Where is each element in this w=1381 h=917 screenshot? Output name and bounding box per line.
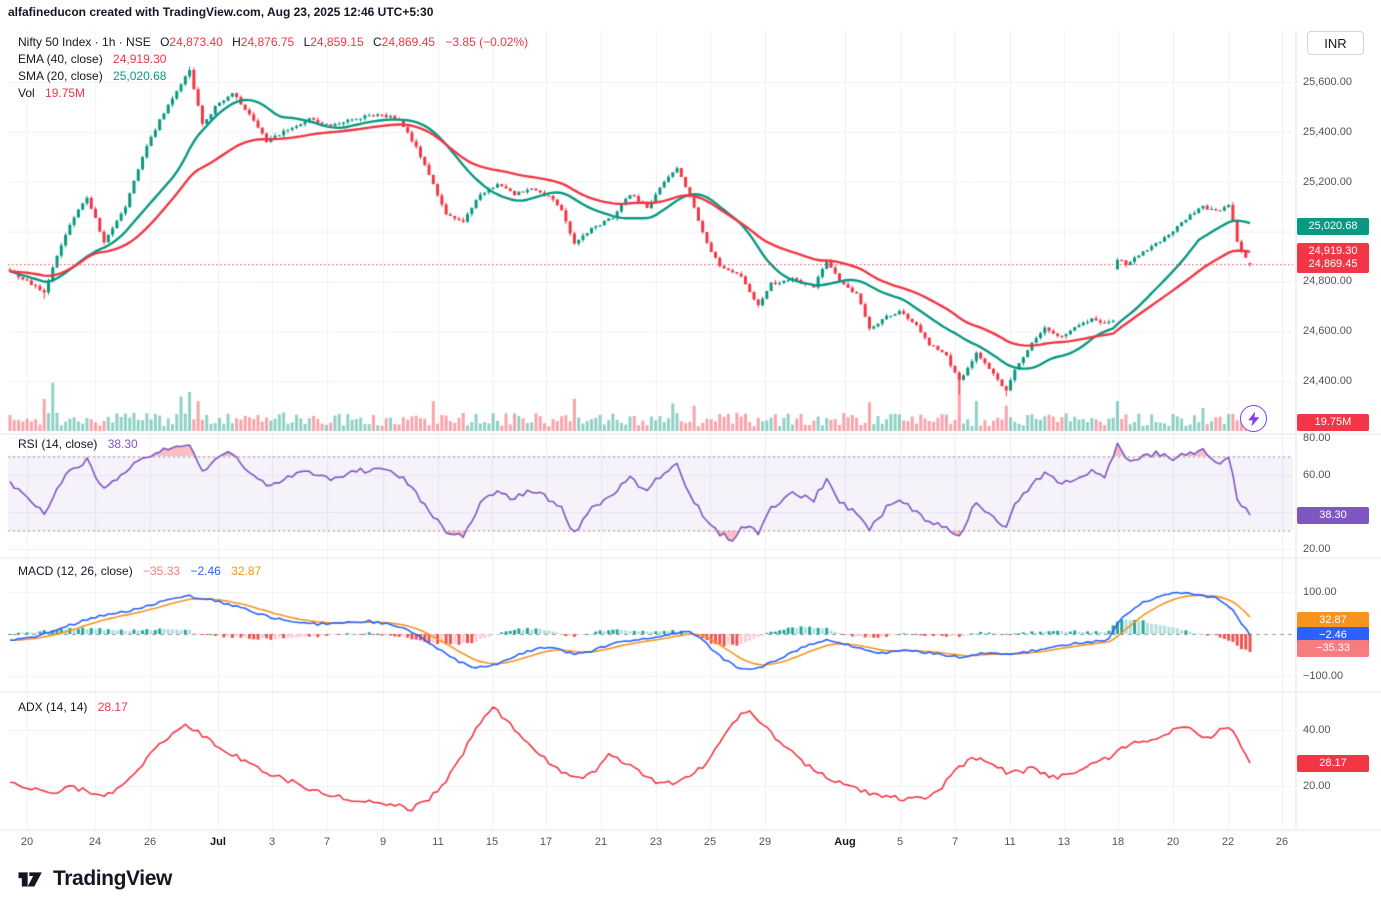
rsi-axis-label: 60.00: [1303, 469, 1331, 481]
time-axis-label: 11: [432, 836, 444, 848]
time-axis-label: 13: [1057, 836, 1071, 848]
adx-badge: 28.17: [1297, 754, 1369, 772]
price-axis-label: 24,600.00: [1303, 325, 1352, 338]
time-axis-label: 9: [379, 836, 387, 848]
macd-badge: −35.33: [1297, 640, 1369, 658]
rsi-legend[interactable]: RSI (14, close) 38.30: [18, 436, 138, 453]
rsi-badge: 38.30: [1297, 506, 1369, 524]
sma-label: SMA (20, close): [18, 69, 103, 83]
currency-button[interactable]: INR: [1307, 31, 1364, 55]
macd-legend[interactable]: MACD (12, 26, close) −35.33 −2.46 32.87: [18, 563, 261, 580]
macd-badge: 32.87: [1297, 611, 1369, 629]
ohlc-high-value: 24,876.75: [240, 35, 295, 49]
volume-legend-row[interactable]: Vol 19.75M: [18, 85, 528, 102]
sma-legend-row[interactable]: SMA (20, close) 25,020.68: [18, 68, 528, 85]
adx-axis-label: 40.00: [1303, 724, 1331, 736]
time-axis-label: 21: [594, 836, 608, 848]
price-axis-label: 24,800.00: [1303, 275, 1352, 288]
time-axis-label: 7: [951, 836, 959, 848]
time-axis-label: 26: [143, 836, 157, 848]
sma-value: 25,020.68: [113, 69, 167, 83]
time-axis-label: 17: [539, 836, 553, 848]
symbol-title: Nifty 50 Index · 1h · NSE: [18, 35, 151, 49]
ema-label: EMA (40, close): [18, 52, 103, 66]
volume-value: 19.75M: [45, 86, 86, 100]
macd-line-value: −2.46: [190, 564, 221, 578]
time-axis-label: 7: [323, 836, 331, 848]
time-axis-label: Jul: [210, 836, 226, 848]
volume-badge: 19.75M: [1297, 413, 1369, 431]
time-axis-label: 25: [703, 836, 717, 848]
macd-badge: −2.46: [1297, 626, 1369, 644]
ohlc-open-label: O: [160, 35, 170, 49]
time-axis-label: 29: [758, 836, 772, 848]
rsi-value: 38.30: [107, 437, 138, 451]
time-axis-label: 20: [20, 836, 34, 848]
time-axis-label: 5: [896, 836, 904, 848]
main-legend[interactable]: Nifty 50 Index · 1h · NSE O24,873.40 H24…: [18, 34, 528, 102]
price-axis-label: 24,400.00: [1303, 375, 1352, 388]
ohlc-close-label: C: [372, 35, 382, 49]
time-axis-label: 26: [1275, 836, 1289, 848]
ema-value: 24,919.30: [113, 52, 167, 66]
macd-axis-label: 100.00: [1303, 586, 1337, 598]
ohlc-low-label: L: [303, 35, 311, 49]
symbol-summary-row: Nifty 50 Index · 1h · NSE O24,873.40 H24…: [18, 34, 528, 51]
time-axis-label: 24: [88, 836, 102, 848]
macd-axis-label: −100.00: [1303, 670, 1344, 682]
rsi-axis-label: 20.00: [1303, 543, 1331, 555]
time-axis-label: 20: [1166, 836, 1180, 848]
price-badge: 25,020.68: [1297, 217, 1369, 235]
adx-label: ADX (14, 14): [18, 700, 88, 714]
tradingview-wordmark: TradingView: [53, 867, 172, 890]
adx-legend[interactable]: ADX (14, 14) 28.17: [18, 699, 128, 716]
ohlc-high-label: H: [232, 35, 241, 49]
tradingview-logo[interactable]: TradingView: [16, 866, 172, 892]
tradingview-logo-icon: [18, 872, 42, 887]
time-axis-label: 3: [268, 836, 276, 848]
lightning-icon: [1247, 411, 1259, 426]
rsi-axis-label: 80.00: [1303, 432, 1331, 444]
volume-label: Vol: [18, 86, 35, 100]
time-axis-label: 11: [1004, 836, 1016, 848]
time-axis-label: 22: [1221, 836, 1235, 848]
ohlc-low-value: 24,859.15: [310, 35, 364, 49]
price-badge: 24,869.45: [1297, 255, 1369, 273]
rsi-label: RSI (14, close): [18, 437, 98, 451]
macd-label: MACD (12, 26, close): [18, 564, 133, 578]
ema-legend-row[interactable]: EMA (40, close) 24,919.30: [18, 51, 528, 68]
adx-axis-label: 20.00: [1303, 780, 1331, 792]
ohlc-close-value: 24,869.45: [381, 35, 436, 49]
price-axis-label: 25,600.00: [1303, 76, 1352, 88]
price-axis-label: 25,400.00: [1303, 125, 1352, 138]
macd-hist-value: −35.33: [143, 564, 181, 578]
time-axis-label: Aug: [834, 836, 856, 848]
time-axis-label: 18: [1111, 836, 1125, 848]
boost-button[interactable]: [1240, 405, 1267, 432]
change-value: −3.85 (−0.02%): [445, 35, 529, 49]
macd-signal-value: 32.87: [231, 564, 262, 578]
price-axis-label: 25,200.00: [1303, 175, 1352, 188]
adx-value: 28.17: [97, 700, 128, 714]
time-axis-label: 15: [485, 836, 499, 848]
snapshot-attribution: alfafineducon created with TradingView.c…: [8, 5, 434, 19]
time-axis-label: 23: [649, 836, 663, 848]
ohlc-open-value: 24,873.40: [169, 35, 223, 49]
